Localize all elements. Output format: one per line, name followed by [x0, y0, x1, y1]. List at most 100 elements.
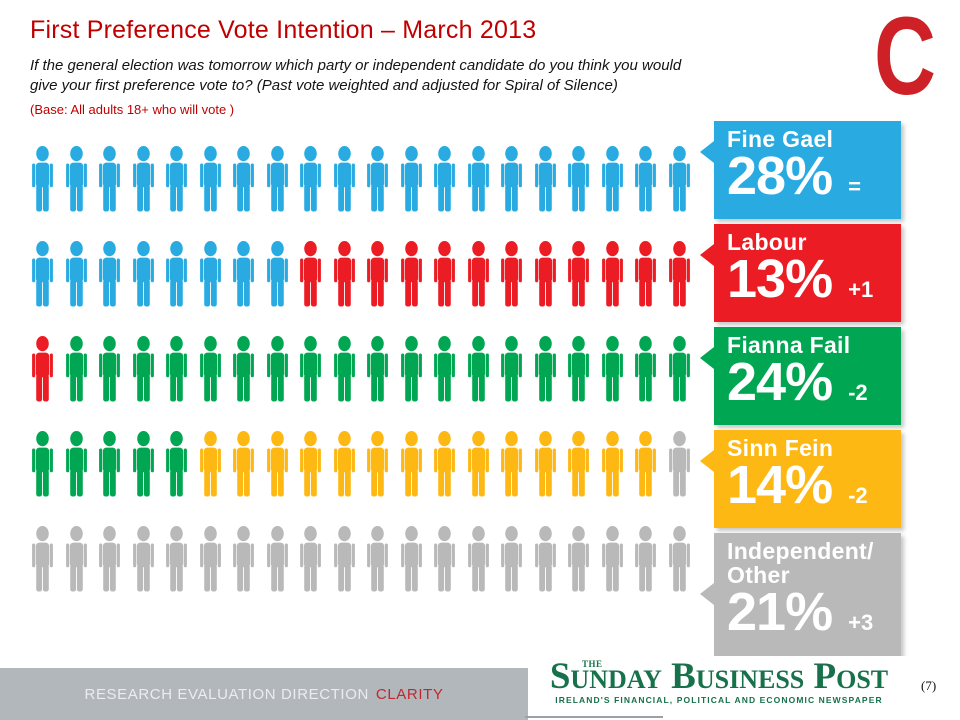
person-icon-labour	[635, 241, 656, 307]
person-icon-labour	[400, 241, 422, 307]
party-change: +1	[848, 277, 874, 303]
person-icon-independent-other	[132, 526, 154, 592]
person-icon-fine-gael	[601, 146, 623, 212]
newspaper-name: Sunday Business Post	[549, 656, 889, 697]
person-icon-fine-gael	[132, 241, 154, 307]
party-name: Fianna Fail	[727, 332, 851, 358]
person-icon-labour	[467, 241, 489, 307]
icon-grid	[29, 146, 693, 621]
person-icon-independent-other	[668, 431, 690, 497]
person-icon-labour	[367, 241, 388, 307]
person-icon-independent-other	[367, 526, 388, 592]
icon-row-5	[29, 526, 693, 605]
party-name: Independent/ Other	[727, 538, 874, 589]
newspaper-logo: THE Sunday Business Post IRELAND'S FINAN…	[525, 656, 908, 718]
newspaper-rule	[525, 716, 663, 718]
person-icon-fine-gael	[233, 241, 254, 307]
person-icon-fianna-fail	[534, 336, 556, 402]
person-icon-fine-gael	[132, 146, 154, 212]
page-number: (7)	[921, 678, 937, 693]
person-icon-fianna-fail	[65, 336, 87, 402]
newspaper-tagline: IRELAND'S FINANCIAL, POLITICAL AND ECONO…	[555, 695, 883, 705]
person-icon-independent-other	[199, 526, 221, 592]
person-icon-fine-gael	[400, 146, 422, 212]
party-percent: 21%	[727, 582, 833, 643]
party-label-fianna-fail: Fianna Fail 24% -2	[700, 327, 901, 425]
person-icon-sinn-fein	[635, 431, 656, 497]
party-label-fine-gael: Fine Gael 28% =	[700, 121, 901, 219]
person-icon-sinn-fein	[266, 431, 288, 497]
person-icon-fianna-fail	[501, 336, 522, 402]
person-icon-fine-gael	[32, 146, 53, 212]
person-icon-sinn-fein	[467, 431, 489, 497]
person-icon-sinn-fein	[434, 431, 455, 497]
person-icon-fine-gael	[166, 146, 187, 212]
person-icon-labour	[568, 241, 589, 307]
callout-arrow-icon	[700, 347, 714, 369]
party-label-sinn-fein: Sinn Fein 14% -2	[700, 430, 901, 528]
person-icon-fine-gael	[668, 146, 690, 212]
base-note: (Base: All adults 18+ who will vote )	[30, 102, 235, 117]
clarity-c-logo: C	[874, 0, 936, 118]
person-icon-independent-other	[400, 526, 422, 592]
person-icon-fianna-fail	[132, 336, 154, 402]
callout-arrow-icon	[700, 583, 714, 605]
person-icon-independent-other	[233, 526, 254, 592]
icon-row-2	[29, 241, 693, 320]
person-icon-fianna-fail	[99, 336, 120, 402]
person-icon-independent-other	[434, 526, 455, 592]
survey-question-line2: give your first preference vote to? (Pas…	[30, 76, 618, 94]
person-icon-labour	[333, 241, 355, 307]
callout-arrow-icon	[700, 450, 714, 472]
person-icon-independent-other	[166, 526, 187, 592]
person-icon-fine-gael	[266, 146, 288, 212]
party-percent: 13%	[727, 249, 833, 310]
person-icon-labour	[501, 241, 522, 307]
person-icon-fine-gael	[300, 146, 321, 212]
person-icon-sinn-fein	[233, 431, 254, 497]
person-icon-fianna-fail	[199, 336, 221, 402]
person-icon-independent-other	[635, 526, 656, 592]
page-title: First Preference Vote Intention – March …	[30, 16, 537, 44]
person-icon-fine-gael	[501, 146, 522, 212]
icon-row-4	[29, 431, 693, 510]
person-icon-fianna-fail	[434, 336, 455, 402]
person-icon-independent-other	[501, 526, 522, 592]
person-icon-fine-gael	[99, 146, 120, 212]
person-icon-sinn-fein	[501, 431, 522, 497]
person-icon-independent-other	[32, 526, 53, 592]
person-icon-fianna-fail	[568, 336, 589, 402]
person-icon-independent-other	[65, 526, 87, 592]
party-name: Labour	[727, 229, 807, 255]
person-icon-fianna-fail	[367, 336, 388, 402]
person-icon-fianna-fail	[668, 336, 690, 402]
person-icon-fine-gael	[166, 241, 187, 307]
person-icon-fine-gael	[367, 146, 388, 212]
person-icon-independent-other	[568, 526, 589, 592]
person-icon-labour	[300, 241, 321, 307]
person-icon-fianna-fail	[601, 336, 623, 402]
person-icon-fine-gael	[568, 146, 589, 212]
person-icon-labour	[32, 336, 53, 402]
person-icon-fine-gael	[65, 146, 87, 212]
person-icon-fianna-fail	[467, 336, 489, 402]
person-icon-sinn-fein	[400, 431, 422, 497]
person-icon-sinn-fein	[568, 431, 589, 497]
person-icon-fine-gael	[233, 146, 254, 212]
footer-bar: RESEARCH EVALUATION DIRECTION CLARITY	[0, 668, 528, 720]
person-icon-fine-gael	[199, 146, 221, 212]
person-icon-independent-other	[99, 526, 120, 592]
party-percent: 24%	[727, 352, 833, 413]
person-icon-independent-other	[601, 526, 623, 592]
person-icon-labour	[668, 241, 690, 307]
person-icon-fine-gael	[65, 241, 87, 307]
person-icon-fianna-fail	[32, 431, 53, 497]
party-name: Fine Gael	[727, 126, 834, 152]
person-icon-labour	[434, 241, 455, 307]
person-icon-fine-gael	[99, 241, 120, 307]
person-icon-sinn-fein	[333, 431, 355, 497]
person-icon-independent-other	[333, 526, 355, 592]
party-change: -2	[848, 380, 868, 406]
person-icon-fianna-fail	[65, 431, 87, 497]
